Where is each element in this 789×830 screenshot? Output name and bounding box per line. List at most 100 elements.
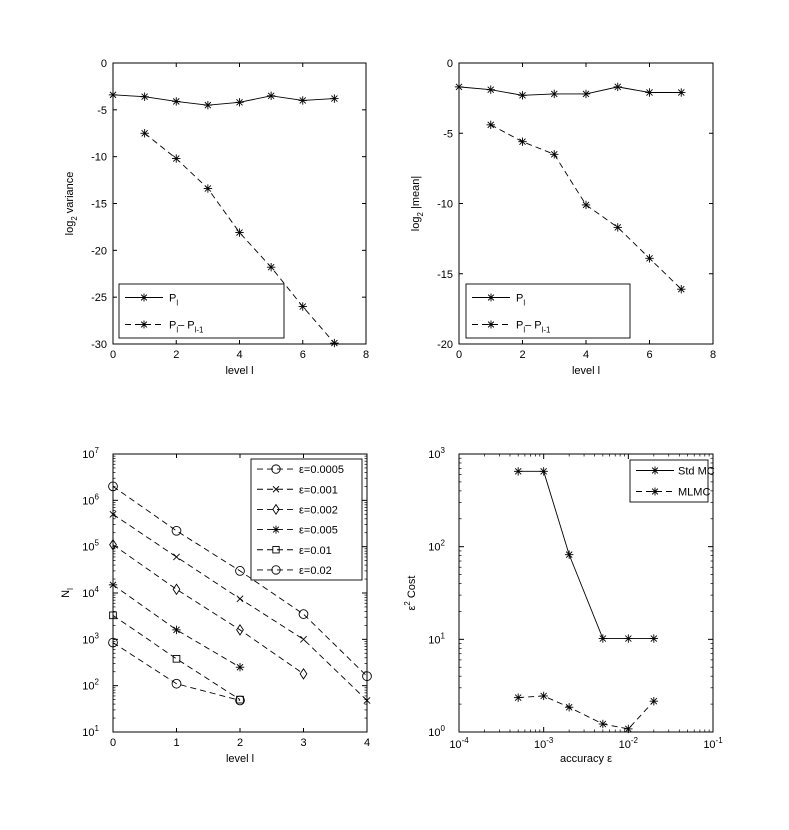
marker-stroke bbox=[236, 595, 244, 603]
y-axis-label-group: log2 |mean| bbox=[410, 176, 425, 231]
series-line bbox=[112, 544, 304, 675]
legend-label: Pl bbox=[516, 293, 525, 308]
legend-marker bbox=[272, 546, 280, 554]
x-tick-exponent: -3 bbox=[546, 736, 554, 745]
y-tick-label: 104 bbox=[82, 585, 99, 600]
y-tick-exponent: 3 bbox=[95, 631, 100, 640]
data-point bbox=[564, 703, 574, 712]
legend-label: MLMC bbox=[678, 487, 710, 499]
data-point bbox=[108, 580, 118, 590]
series-2 bbox=[140, 129, 339, 348]
data-point bbox=[486, 85, 495, 94]
legend-marker bbox=[140, 320, 148, 329]
legend: ε=0.0005 ε=0.001 ε=0.002 ε=0.005 ε=0.01 ε=0.0… bbox=[250, 458, 363, 581]
data-point bbox=[203, 100, 213, 110]
data-point bbox=[235, 98, 244, 107]
x-axis-label: level l bbox=[225, 365, 253, 377]
marker-stroke bbox=[204, 185, 212, 192]
y-tick-exponent: 5 bbox=[95, 539, 100, 548]
legend-label: ε=0.0005 bbox=[299, 464, 344, 476]
marker-stroke bbox=[650, 635, 658, 642]
marker-stroke bbox=[487, 294, 495, 301]
marker-stroke bbox=[331, 339, 338, 347]
data-point bbox=[235, 695, 245, 706]
marker-stroke bbox=[331, 95, 338, 102]
marker-stroke bbox=[299, 667, 308, 680]
marker-stroke bbox=[599, 720, 607, 728]
marker-stroke bbox=[236, 624, 244, 636]
series-line bbox=[112, 584, 241, 668]
marker-stroke bbox=[236, 98, 243, 106]
marker-stroke bbox=[487, 121, 495, 129]
data-point bbox=[330, 94, 339, 103]
x-tick-label: 4 bbox=[583, 349, 589, 361]
legend-marker bbox=[272, 525, 280, 534]
y-tick-label: 101 bbox=[82, 724, 99, 739]
data-point bbox=[513, 693, 523, 702]
marker-stroke bbox=[455, 83, 463, 91]
marker-stroke bbox=[514, 694, 522, 701]
data-point bbox=[564, 550, 574, 559]
data-point bbox=[172, 654, 181, 663]
data-point bbox=[300, 635, 307, 643]
y-axis-label-tail: Cost bbox=[406, 576, 418, 602]
data-point bbox=[513, 467, 523, 476]
data-point bbox=[518, 137, 527, 146]
data-point bbox=[649, 696, 659, 706]
series-1 bbox=[108, 90, 339, 110]
legend-label: Pl– Pl-1 bbox=[169, 320, 204, 335]
marker-stroke bbox=[267, 92, 275, 100]
x-tick-label: 2 bbox=[237, 737, 243, 749]
marker-stroke bbox=[582, 201, 590, 209]
marker-stroke bbox=[173, 626, 180, 634]
marker-stroke bbox=[171, 525, 182, 536]
data-point bbox=[298, 302, 307, 311]
y-tick-label: 100 bbox=[428, 724, 445, 739]
legend-marker bbox=[487, 293, 495, 302]
y-axis-label-group: ε2 Cost bbox=[403, 576, 418, 611]
marker-stroke bbox=[677, 89, 685, 96]
y-tick-exponent: 6 bbox=[95, 492, 100, 501]
data-point bbox=[266, 262, 276, 272]
marker-stroke bbox=[271, 565, 281, 575]
y-tick-label: 101 bbox=[428, 631, 445, 646]
series-3 bbox=[109, 538, 308, 680]
x-tick-base: 10 bbox=[703, 739, 715, 751]
data-point bbox=[598, 719, 608, 729]
data-point bbox=[613, 82, 622, 92]
x-tick-label: 0 bbox=[110, 737, 116, 749]
series-6 bbox=[108, 637, 245, 706]
legend-label-part-2: – P bbox=[178, 320, 195, 332]
legend-label: ε=0.01 bbox=[299, 545, 332, 557]
marker-stroke bbox=[108, 637, 118, 648]
legend-marker bbox=[272, 503, 280, 516]
marker-stroke bbox=[271, 464, 281, 474]
legend-label-part-1: l bbox=[523, 325, 525, 334]
y-tick-label: -30 bbox=[91, 339, 107, 351]
data-point bbox=[171, 678, 182, 689]
x-tick-label: 8 bbox=[710, 349, 716, 361]
y-axis-label: ε2 Cost bbox=[403, 576, 418, 611]
marker-stroke bbox=[650, 697, 658, 705]
y-tick-exponent: 3 bbox=[441, 446, 446, 455]
y-tick-label: -5 bbox=[443, 128, 453, 140]
y-tick-label: -15 bbox=[437, 269, 453, 281]
x-tick-label: 3 bbox=[300, 737, 306, 749]
legend-label-part-0: P bbox=[516, 320, 523, 332]
marker-stroke bbox=[565, 551, 573, 558]
x-tick-label: 2 bbox=[519, 349, 525, 361]
marker-stroke bbox=[108, 481, 118, 492]
series-line bbox=[112, 94, 335, 106]
legend-marker bbox=[651, 466, 659, 475]
y-tick-label: -5 bbox=[97, 105, 107, 117]
y-axis-label-group: log2 variance bbox=[64, 172, 79, 236]
series-2 bbox=[486, 120, 686, 294]
legend-label-part-1: l bbox=[523, 298, 525, 307]
data-point bbox=[172, 97, 181, 106]
y-tick-label: 0 bbox=[447, 58, 453, 70]
marker-stroke bbox=[540, 692, 548, 700]
data-point bbox=[677, 285, 686, 294]
